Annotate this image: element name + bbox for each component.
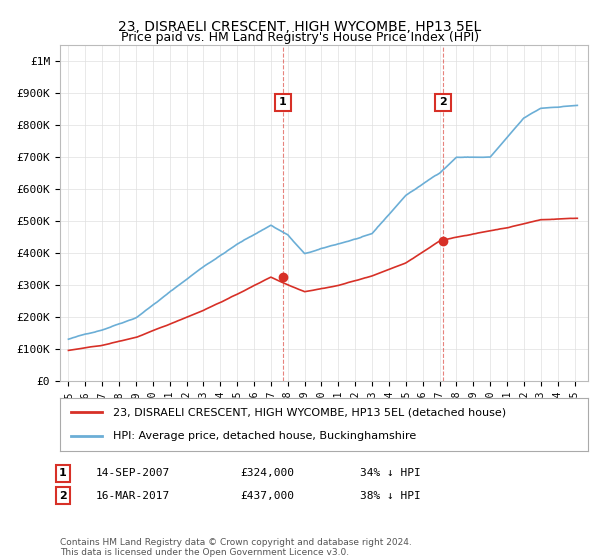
Text: 1: 1 [279,97,287,108]
Text: 34% ↓ HPI: 34% ↓ HPI [360,468,421,478]
Text: Contains HM Land Registry data © Crown copyright and database right 2024.
This d: Contains HM Land Registry data © Crown c… [60,538,412,557]
Text: 16-MAR-2017: 16-MAR-2017 [96,491,170,501]
Text: 1: 1 [59,468,67,478]
Text: 14-SEP-2007: 14-SEP-2007 [96,468,170,478]
Text: 2: 2 [59,491,67,501]
Text: 2: 2 [439,97,447,108]
Text: 23, DISRAELI CRESCENT, HIGH WYCOMBE, HP13 5EL: 23, DISRAELI CRESCENT, HIGH WYCOMBE, HP1… [118,20,482,34]
Text: £324,000: £324,000 [240,468,294,478]
Text: Price paid vs. HM Land Registry's House Price Index (HPI): Price paid vs. HM Land Registry's House … [121,31,479,44]
Text: 38% ↓ HPI: 38% ↓ HPI [360,491,421,501]
Text: 23, DISRAELI CRESCENT, HIGH WYCOMBE, HP13 5EL (detached house): 23, DISRAELI CRESCENT, HIGH WYCOMBE, HP1… [113,408,506,418]
Text: HPI: Average price, detached house, Buckinghamshire: HPI: Average price, detached house, Buck… [113,431,416,441]
Text: £437,000: £437,000 [240,491,294,501]
